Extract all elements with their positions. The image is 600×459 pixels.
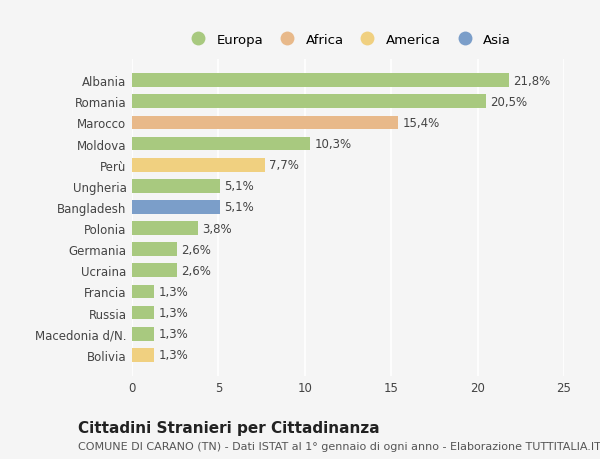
Bar [132,116,398,130]
Bar [132,264,177,278]
Text: 1,3%: 1,3% [159,349,188,362]
Bar [132,74,509,88]
Bar [132,201,220,214]
Bar [132,137,310,151]
Text: 5,1%: 5,1% [224,201,254,214]
Text: 1,3%: 1,3% [159,307,188,319]
Text: 1,3%: 1,3% [159,328,188,341]
Text: 5,1%: 5,1% [224,180,254,193]
Bar [132,348,154,362]
Text: 15,4%: 15,4% [403,117,440,129]
Text: COMUNE DI CARANO (TN) - Dati ISTAT al 1° gennaio di ogni anno - Elaborazione TUT: COMUNE DI CARANO (TN) - Dati ISTAT al 1°… [78,441,600,451]
Bar [132,179,220,193]
Bar [132,243,177,257]
Legend: Europa, Africa, America, Asia: Europa, Africa, America, Asia [179,28,517,52]
Text: 3,8%: 3,8% [202,222,232,235]
Bar [132,95,486,109]
Bar [132,222,197,235]
Bar [132,285,154,299]
Text: 20,5%: 20,5% [491,95,527,108]
Text: 1,3%: 1,3% [159,285,188,298]
Text: 2,6%: 2,6% [181,243,211,256]
Bar [132,158,265,172]
Text: 2,6%: 2,6% [181,264,211,277]
Bar [132,306,154,320]
Bar [132,327,154,341]
Text: 7,7%: 7,7% [269,159,299,172]
Text: 21,8%: 21,8% [513,74,550,87]
Text: 10,3%: 10,3% [314,138,352,151]
Text: Cittadini Stranieri per Cittadinanza: Cittadini Stranieri per Cittadinanza [78,420,380,435]
